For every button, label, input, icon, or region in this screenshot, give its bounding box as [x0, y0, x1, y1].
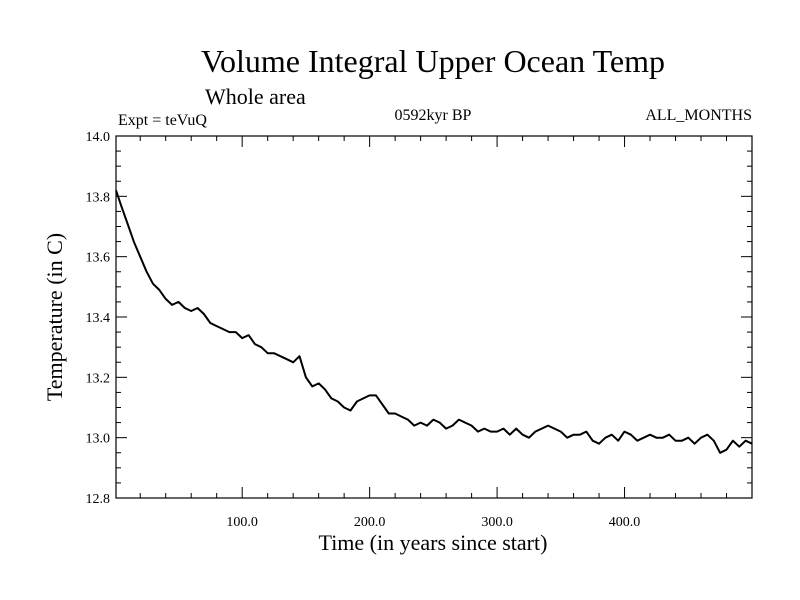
x-tick-label: 100.0: [226, 515, 258, 530]
y-tick-label: 13.8: [86, 190, 111, 205]
y-tick-label: 14.0: [86, 130, 111, 145]
y-tick-label: 13.2: [86, 371, 111, 386]
axis-ticks: [116, 135, 752, 499]
chart-title: Volume Integral Upper Ocean Temp: [201, 43, 665, 79]
chart-subtitle: Whole area: [205, 84, 306, 109]
axis-tick-labels: 100.0 200.0 300.0 400.0 12.8 13.0 13.2 13.4 13.6…: [86, 130, 641, 530]
x-tick-label: 200.0: [354, 515, 386, 530]
y-axis-label: Temperature (in C): [42, 233, 67, 401]
x-axis-label: Time (in years since start): [319, 530, 548, 555]
x-tick-label: 300.0: [481, 515, 513, 530]
experiment-label: Expt = teVuQ: [118, 112, 207, 129]
y-tick-label: 13.0: [86, 432, 111, 447]
y-tick-label: 13.4: [86, 311, 111, 326]
months-label: ALL_MONTHS: [645, 107, 752, 124]
x-tick-label: 400.0: [609, 515, 641, 530]
period-label: 0592kyr BP: [395, 107, 472, 124]
series-line: [115, 189, 753, 454]
y-tick-label: 13.6: [86, 251, 111, 266]
y-tick-label: 12.8: [86, 492, 111, 507]
plot-frame: [115, 135, 753, 499]
